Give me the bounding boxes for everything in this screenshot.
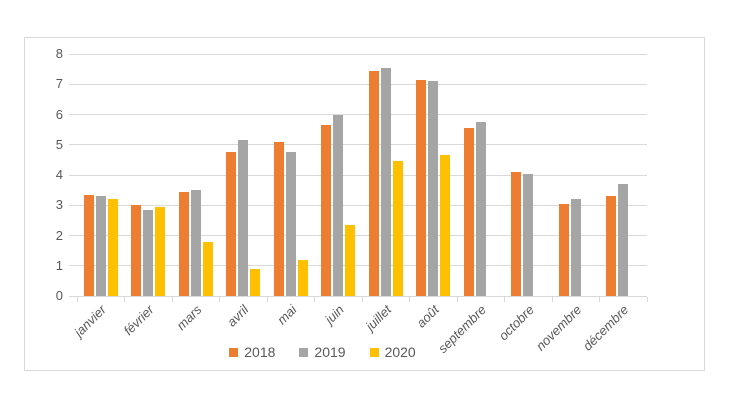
bar-2019-octobre[interactable] [523, 173, 534, 296]
x-tick-1 [124, 297, 125, 302]
x-tick-10 [551, 297, 553, 302]
y-axis-label-5: 5 [55, 136, 63, 152]
bar-2019-mars[interactable] [190, 190, 201, 296]
y-tick-4 [69, 174, 77, 176]
bar-2019-août[interactable] [428, 81, 439, 296]
x-axis-label-octobre: octobre [495, 302, 537, 344]
y-tick-0 [69, 295, 77, 297]
y-axis-label-7: 7 [55, 76, 63, 92]
x-tick-9 [504, 297, 505, 302]
bar-2018-mai[interactable] [273, 141, 284, 296]
y-tick-7 [69, 83, 77, 85]
y-axis-label-6: 6 [55, 106, 63, 122]
bar-2020-août[interactable] [440, 155, 451, 296]
x-tick-6 [361, 297, 363, 302]
y-tick-1 [69, 265, 77, 267]
gridline-6 [77, 114, 647, 115]
bar-2019-décembre[interactable] [618, 184, 629, 296]
x-axis-label-février: février [120, 302, 157, 339]
bar-2020-juillet[interactable] [392, 161, 403, 296]
gridline-8 [77, 53, 647, 55]
bar-2018-janvier[interactable] [83, 194, 94, 296]
bar-2019-septembre[interactable] [475, 122, 486, 296]
y-axis-label-2: 2 [55, 227, 63, 243]
gridline-5 [77, 144, 647, 146]
gridline-3 [77, 204, 647, 206]
bar-2018-décembre[interactable] [606, 196, 617, 296]
y-tick-5 [69, 144, 77, 146]
x-tick-4 [266, 297, 268, 302]
bar-2018-octobre[interactable] [511, 171, 522, 296]
bar-2019-janvier[interactable] [95, 196, 106, 296]
bar-2019-avril[interactable] [238, 140, 249, 296]
x-axis-label-mai: mai [273, 302, 300, 328]
bar-2018-février[interactable] [131, 205, 142, 296]
x-axis-label-juillet: juillet [362, 302, 395, 334]
x-tick-2 [171, 297, 173, 302]
x-tick-12 [646, 297, 648, 302]
y-axis-label-0: 0 [55, 288, 63, 303]
y-axis-label-1: 1 [55, 257, 63, 273]
legend: 2018 2019 2020 [0, 345, 662, 359]
legend-swatch-2020 [369, 347, 379, 357]
bar-2019-juillet[interactable] [380, 67, 391, 296]
y-tick-3 [69, 204, 77, 206]
bar-2019-juin[interactable] [333, 114, 344, 296]
bar-2020-avril[interactable] [250, 268, 261, 296]
legend-label-2018: 2018 [244, 344, 276, 360]
bar-2018-juillet[interactable] [368, 70, 379, 296]
y-axis-label-4: 4 [55, 167, 63, 182]
bar-2020-février[interactable] [155, 206, 166, 296]
chart-container: 0 1 2 3 4 5 6 7 8 janvier février mars avril mai juin j… [24, 37, 705, 371]
gridline-1 [77, 265, 647, 267]
y-tick-8 [69, 53, 77, 55]
bar-2020-mars[interactable] [202, 241, 213, 296]
legend-label-2019: 2019 [314, 344, 346, 360]
x-tick-0 [76, 297, 78, 302]
y-axis-label-8: 8 [55, 46, 63, 61]
x-tick-8 [456, 297, 458, 302]
plot-area: 0 1 2 3 4 5 6 7 8 janvier février mars avril mai juin j… [56, 46, 648, 356]
bar-2019-novembre[interactable] [570, 199, 581, 296]
legend-swatch-2019 [299, 347, 309, 357]
y-tick-6 [69, 114, 77, 115]
gridline-2 [77, 235, 647, 236]
bar-2019-février[interactable] [143, 209, 154, 296]
x-axis-label-janvier: janvier [71, 302, 110, 340]
x-axis-label-juin: juin [321, 302, 347, 327]
bar-2019-mai[interactable] [285, 152, 296, 296]
legend-label-2020: 2020 [384, 344, 416, 360]
legend-item-2018[interactable]: 2018 [229, 345, 275, 359]
gridline-7 [77, 83, 647, 85]
x-tick-11 [599, 297, 600, 302]
bar-2018-septembre[interactable] [463, 128, 474, 296]
bar-2018-novembre[interactable] [558, 203, 569, 296]
x-axis-label-mars: mars [173, 302, 205, 334]
bar-2020-janvier[interactable] [107, 199, 118, 296]
legend-item-2019[interactable]: 2019 [299, 344, 346, 360]
bar-2018-juin[interactable] [321, 125, 332, 296]
bar-2020-mai[interactable] [297, 259, 308, 296]
y-tick-2 [69, 235, 77, 236]
legend-item-2020[interactable]: 2020 [369, 344, 416, 360]
x-tick-3 [219, 297, 220, 302]
x-axis-label-avril: avril [224, 302, 252, 330]
bar-2018-mars[interactable] [178, 191, 189, 296]
x-tick-5 [314, 297, 315, 302]
bar-2018-août[interactable] [416, 79, 427, 296]
y-axis-label-3: 3 [55, 197, 63, 213]
gridline-4 [77, 174, 647, 176]
legend-swatch-2018 [229, 347, 239, 357]
bar-2020-juin[interactable] [345, 224, 356, 296]
bar-2018-avril[interactable] [226, 152, 237, 296]
x-tick-7 [409, 297, 410, 302]
x-axis-label-août: août [413, 302, 442, 331]
